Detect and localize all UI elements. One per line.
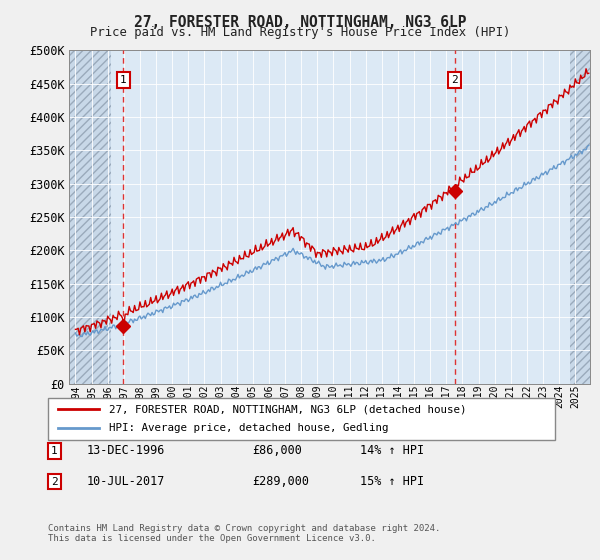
Text: Price paid vs. HM Land Registry's House Price Index (HPI): Price paid vs. HM Land Registry's House …: [90, 26, 510, 39]
Text: 14% ↑ HPI: 14% ↑ HPI: [360, 444, 424, 458]
Text: 13-DEC-1996: 13-DEC-1996: [87, 444, 166, 458]
Text: 1: 1: [120, 76, 127, 85]
Text: £86,000: £86,000: [252, 444, 302, 458]
Text: Contains HM Land Registry data © Crown copyright and database right 2024.
This d: Contains HM Land Registry data © Crown c…: [48, 524, 440, 543]
Text: HPI: Average price, detached house, Gedling: HPI: Average price, detached house, Gedl…: [109, 423, 388, 433]
Text: 27, FORESTER ROAD, NOTTINGHAM, NG3 6LP: 27, FORESTER ROAD, NOTTINGHAM, NG3 6LP: [134, 15, 466, 30]
Text: £289,000: £289,000: [252, 475, 309, 488]
Text: 27, FORESTER ROAD, NOTTINGHAM, NG3 6LP (detached house): 27, FORESTER ROAD, NOTTINGHAM, NG3 6LP (…: [109, 404, 466, 414]
Text: 2: 2: [451, 76, 458, 85]
Text: 15% ↑ HPI: 15% ↑ HPI: [360, 475, 424, 488]
Text: 1: 1: [51, 446, 58, 456]
Text: 2: 2: [51, 477, 58, 487]
Text: 10-JUL-2017: 10-JUL-2017: [87, 475, 166, 488]
